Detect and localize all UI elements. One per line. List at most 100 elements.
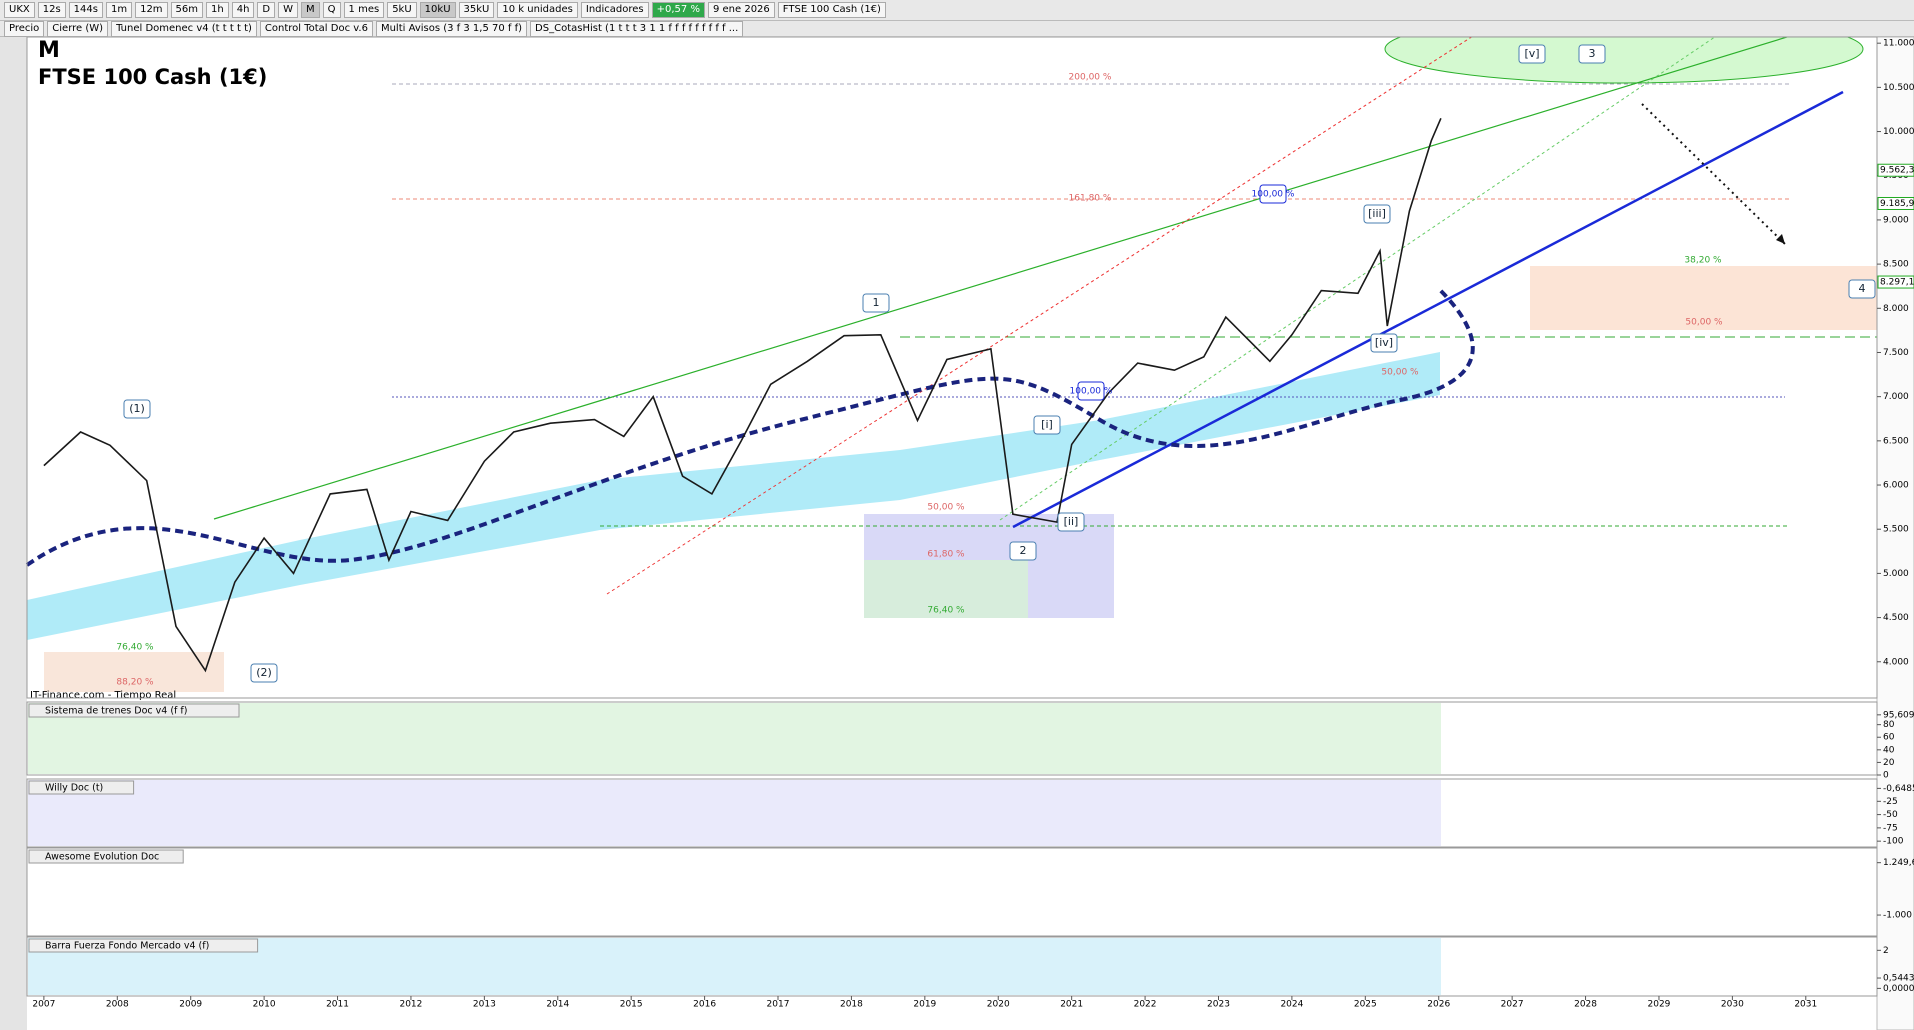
overlay-item[interactable]: Tunel Domenec v4 (t t t t t) <box>111 20 257 37</box>
annotation-box <box>1077 381 1105 401</box>
timeframe-button[interactable]: 4h <box>231 2 255 18</box>
wave-label: 1 <box>873 296 880 309</box>
x-tick-label: 2018 <box>840 1000 863 1010</box>
overlay-item[interactable]: Cierre (W) <box>47 20 109 37</box>
x-tick-label: 2024 <box>1280 1000 1303 1010</box>
panel-bg <box>28 703 1441 774</box>
fib-label: 200,00 % <box>1069 73 1112 83</box>
instrument-label[interactable]: FTSE 100 Cash (1€) <box>777 2 886 18</box>
y-tick-label: 5.000 <box>1883 569 1909 579</box>
y-tick-label: 4.500 <box>1883 613 1909 623</box>
x-tick-label: 2007 <box>32 1000 55 1010</box>
y-tick-label: 8.000 <box>1883 304 1909 314</box>
x-tick-label: 2019 <box>913 1000 936 1010</box>
panel-tick-label: 20 <box>1883 758 1895 768</box>
annotation-box <box>1009 541 1037 561</box>
date-label[interactable]: 9 ene 2026 <box>707 2 775 18</box>
units-button[interactable]: 5kU <box>387 2 417 18</box>
wave-label: [i] <box>1041 418 1053 431</box>
x-tick-label: 2008 <box>106 1000 129 1010</box>
timeframe-button[interactable]: 56m <box>170 2 204 18</box>
price-label: 9.185,9 <box>1880 199 1914 209</box>
panel-bg <box>28 849 1441 935</box>
x-tick-label: 2013 <box>473 1000 496 1010</box>
x-tick-label: 2014 <box>546 1000 569 1010</box>
fib-zone <box>44 652 224 692</box>
fib-label: 50,00 % <box>927 503 965 513</box>
timeframe-button[interactable]: 12s <box>37 2 66 18</box>
source: IT-Finance.com - Tiempo Real <box>30 690 176 701</box>
y-tick-label: 11.000 <box>1883 39 1914 49</box>
panel-tick-label: -100 <box>1883 837 1904 847</box>
trend-line <box>213 37 1790 520</box>
pane-frame <box>26 847 1878 937</box>
wave-label: 2 <box>1020 544 1027 557</box>
period-select[interactable]: 1 mes <box>343 2 385 18</box>
price-label: 9.562,3 <box>1880 166 1914 176</box>
timeframe-button[interactable]: M <box>301 2 320 18</box>
average-line <box>25 288 1475 567</box>
panel-tick-label: -50 <box>1883 810 1898 820</box>
timeframe-button[interactable]: D <box>257 2 276 18</box>
panel-tick-label: 0,0000 <box>1883 984 1914 994</box>
chart-title: FTSE 100 Cash (1€) <box>38 65 267 89</box>
x-tick-label: 2021 <box>1060 1000 1083 1010</box>
timeframe-button[interactable]: 144s <box>68 2 103 18</box>
x-tick-label: 2022 <box>1134 1000 1157 1010</box>
symbol-select[interactable]: UKX <box>4 2 35 18</box>
chart: M FTSE 100 Cash (1€) IT-Finance.com - Ti… <box>0 37 1914 1030</box>
x-tick-label: 2016 <box>693 1000 716 1010</box>
x-tick-label: 2025 <box>1354 1000 1377 1010</box>
annotation-box <box>1057 512 1085 532</box>
overlay-item[interactable]: Multi Avisos (3 f 3 1,5 70 f f) <box>375 20 528 37</box>
wave-label: [ii] <box>1064 515 1079 528</box>
price-marker <box>1877 196 1914 210</box>
panel-title: Willy Doc (t) <box>45 783 103 794</box>
timeframe-button[interactable]: 12m <box>135 2 168 18</box>
x-tick-label: 2023 <box>1207 1000 1230 1010</box>
panel-title: Barra Fuerza Fondo Mercado v4 (f) <box>45 941 209 952</box>
wave-label: 3 <box>1589 47 1596 60</box>
panel-tick-label: 60 <box>1883 733 1895 743</box>
fib-label: 38,20 % <box>1684 256 1722 266</box>
panel-tick-label: -0,6485 <box>1883 784 1914 794</box>
change-badge[interactable]: +0,57 % <box>651 2 705 18</box>
pane-frame <box>26 936 1878 997</box>
x-tick-label: 2031 <box>1794 1000 1817 1010</box>
overlay-item[interactable]: Control Total Doc v.6 <box>259 20 373 37</box>
overlay-item[interactable]: DS_CotasHist (1 t t t 3 1 1 f f f f f f … <box>530 20 744 37</box>
y-tick-label: 8.500 <box>1883 260 1909 270</box>
x-tick-label: 2030 <box>1721 1000 1744 1010</box>
fib-label: 50,00 % <box>1685 318 1723 328</box>
timeframe-button[interactable]: 1h <box>206 2 229 18</box>
timeframe-button[interactable]: W <box>278 2 299 18</box>
indicators-button[interactable]: Indicadores <box>580 2 649 18</box>
panel-title-box <box>28 938 259 953</box>
annotation-box <box>1370 333 1398 353</box>
timeframe-button[interactable]: Q <box>322 2 341 18</box>
overlay-item[interactable]: Precio <box>4 20 45 37</box>
x-tick-label: 2017 <box>767 1000 790 1010</box>
pane-frame <box>26 701 1878 776</box>
units-select[interactable]: 10 k unidades <box>497 2 578 18</box>
panel-tick-label: 1.249,6 <box>1883 858 1914 868</box>
units-button[interactable]: 10kU <box>419 2 456 18</box>
y-tick-label: 7.000 <box>1883 392 1909 402</box>
annotation-box <box>1518 44 1546 64</box>
x-tick-label: 2020 <box>987 1000 1010 1010</box>
overlay-bar: Precio Cierre (W) Tunel Domenec v4 (t t t … <box>0 20 1914 37</box>
x-tick-label: 2011 <box>326 1000 349 1010</box>
x-tick-label: 2029 <box>1648 1000 1671 1010</box>
annotation-box <box>1259 184 1287 204</box>
panel-title: Sistema de trenes Doc v4 (f f) <box>45 706 187 717</box>
panel-bg <box>28 780 1441 846</box>
timeframe-button[interactable]: 1m <box>105 2 133 18</box>
fib-label: 50,00 % <box>1381 368 1419 378</box>
annotation-box <box>1363 204 1391 224</box>
panel-tick-label: 0,5443 <box>1883 974 1914 984</box>
fib-zone <box>1530 266 1877 330</box>
fib-label: 161,80 % <box>1069 194 1112 204</box>
units-button[interactable]: 35kU <box>458 2 495 18</box>
annotation-box <box>123 399 151 419</box>
